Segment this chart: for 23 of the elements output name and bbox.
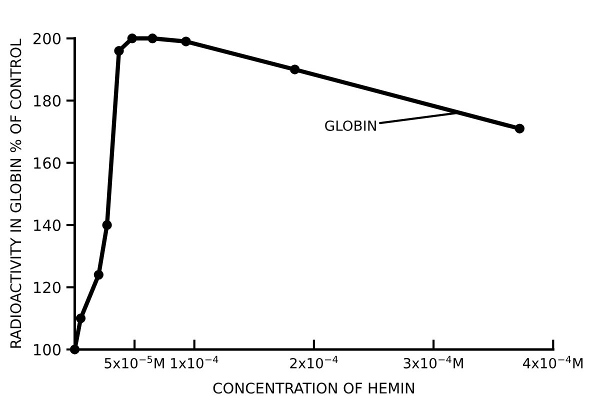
y-tick-label: 160 (34, 157, 61, 169)
y-tick-label: 180 (34, 95, 61, 107)
point (181, 36, 191, 46)
annotation: GLOBIN (325, 120, 376, 131)
x-tick-label: 5x10$^{−5}$M (104, 356, 164, 368)
x-tick-label: 3x10$^{−4}$M (404, 356, 463, 368)
y-tick-label: 200 (34, 32, 61, 44)
y-tick-label: 100 (34, 344, 61, 356)
x-tick-label: 1x10$^{−4}$ (171, 356, 218, 368)
y-tick-label: 140 (34, 219, 61, 232)
x-axis-title: CONCENTRATION OF HEMIN (213, 382, 414, 394)
point (290, 64, 300, 74)
y-axis-title: RADIOACTIVITY IN GLOBIN % OF CONTROL (10, 38, 22, 348)
point (114, 46, 124, 56)
point (127, 34, 138, 44)
x-tick-label: 4x10$^{−4}$M (522, 356, 583, 368)
x-tick-label: 2x10$^{−4}$ (290, 356, 338, 368)
point (76, 313, 86, 324)
y-tick-label: 120 (34, 282, 61, 294)
point (148, 34, 158, 44)
point (514, 124, 525, 134)
point (94, 270, 104, 280)
point (102, 220, 112, 230)
